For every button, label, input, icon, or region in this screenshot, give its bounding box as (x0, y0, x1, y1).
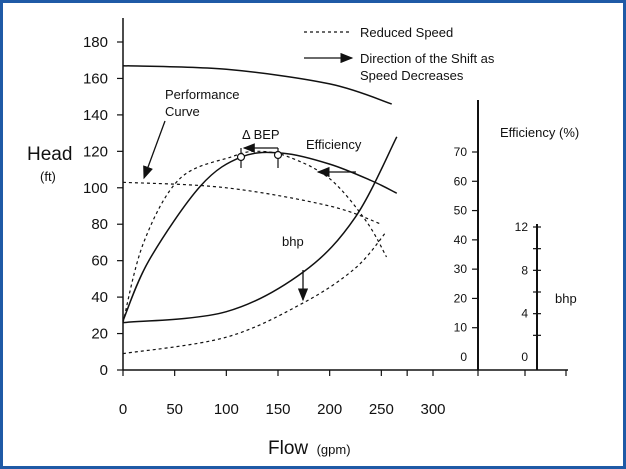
legend-shift-line2: Speed Decreases (360, 68, 464, 83)
bhp-full-speed-curve (122, 136, 398, 324)
y-tick-label: 0 (100, 362, 108, 379)
efficiency-tick-label: 50 (454, 204, 468, 218)
performance-curve-full-speed-curve (122, 64, 392, 105)
efficiency-tick-label: 70 (454, 145, 468, 159)
y-tick-marks (117, 41, 123, 371)
bhp-tick-label: 12 (515, 220, 529, 234)
y-tick-label: 40 (91, 289, 108, 306)
bhp-tick-label: 0 (521, 350, 528, 364)
legend-shift-line1: Direction of the Shift as (360, 51, 495, 66)
annotation-bep: Δ BEP (242, 127, 280, 142)
annotation-performance-line1: Performance (165, 87, 239, 102)
x-tick-label: 50 (166, 401, 183, 418)
y-tick-label: 100 (83, 180, 108, 197)
annotation-efficiency: Efficiency (306, 137, 362, 152)
bhp-tick-label: 4 (521, 307, 528, 321)
y-tick-label: 180 (83, 34, 108, 51)
efficiency-full-speed-curve (122, 151, 398, 322)
efficiency-tick-label: 20 (454, 291, 468, 305)
curves (122, 64, 398, 355)
efficiency-tick-label: 10 (454, 321, 468, 335)
x-axis-label: Flow (gpm) (268, 438, 351, 459)
x-axis-label-main: Flow (268, 438, 308, 459)
bhp-ticks (533, 226, 541, 336)
x-tick-label: 0 (119, 401, 127, 418)
efficiency-ticks (472, 151, 478, 329)
performance-arrow (143, 120, 166, 180)
efficiency-tick-label: 60 (454, 174, 468, 188)
performance-curve-reduced-speed-curve (122, 181, 382, 225)
efficiency-tick-labels: 0 10 20 30 40 50 60 70 (454, 145, 468, 364)
bep-point-full (273, 150, 283, 160)
bhp-axis-label: bhp (555, 291, 577, 306)
efficiency-tick-label: 0 (460, 350, 467, 364)
x-tick-label: 200 (317, 401, 342, 418)
y-tick-label: 20 (91, 326, 108, 343)
annotation-performance-line2: Curve (165, 104, 200, 119)
bep-point-reduced (236, 152, 246, 162)
efficiency-tick-label: 30 (454, 262, 468, 276)
annotation-bhp: bhp (282, 234, 304, 249)
x-tick-labels: 0 50 100 150 200 250 300 (119, 401, 446, 418)
y-tick-label: 160 (83, 70, 108, 87)
y-tick-label: 140 (83, 107, 108, 124)
bhp-reduced-speed-curve (122, 231, 387, 355)
y-axis-label: Head (27, 144, 72, 165)
legend-reduced-speed: Reduced Speed (360, 25, 453, 40)
x-tick-label: 150 (265, 401, 290, 418)
y-tick-label: 60 (91, 253, 108, 270)
bhp-tick-label: 8 (521, 263, 528, 277)
x-tick-label: 300 (420, 401, 445, 418)
x-tick-label: 250 (369, 401, 394, 418)
y-tick-labels: 0 20 40 60 80 100 120 140 160 180 (83, 34, 108, 379)
efficiency-reduced-speed-curve (122, 150, 388, 323)
bhp-tick-labels: 0 4 8 12 (515, 220, 529, 364)
efficiency-axis-label: Efficiency (%) (500, 125, 579, 140)
x-tick-marks (122, 370, 567, 376)
y-tick-label: 80 (91, 216, 108, 233)
y-axis-unit: (ft) (40, 169, 56, 184)
x-axis-unit: (gpm) (317, 442, 351, 457)
y-tick-label: 120 (83, 143, 108, 160)
efficiency-tick-label: 40 (454, 233, 468, 247)
x-tick-label: 100 (214, 401, 239, 418)
